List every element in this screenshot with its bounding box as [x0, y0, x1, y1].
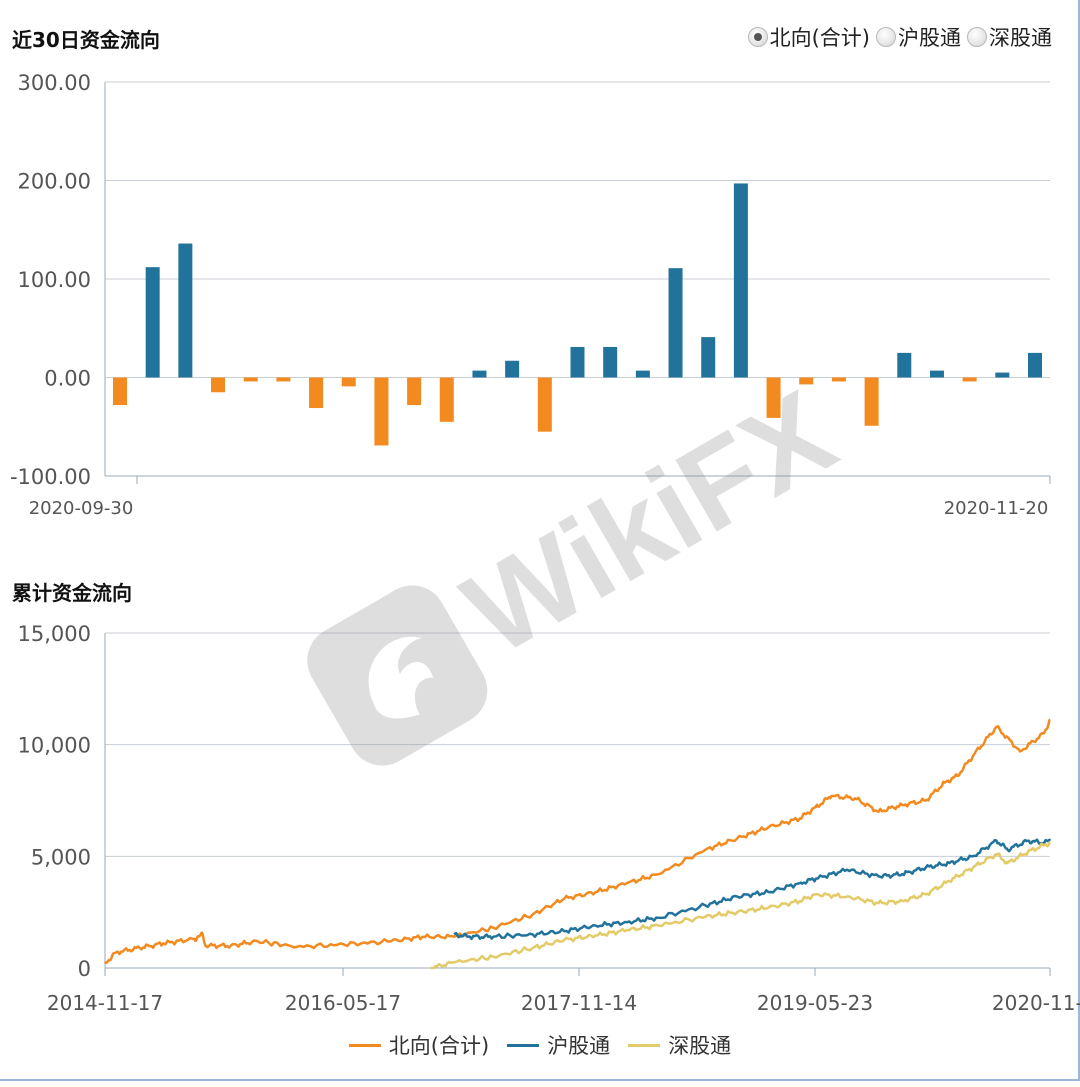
bar [799, 377, 814, 385]
bar [178, 243, 193, 378]
y-tick-label: -100.00 [10, 465, 91, 489]
series-line [103, 718, 1051, 965]
bar [962, 377, 977, 382]
bar [929, 370, 944, 378]
legend-swatch-shenzhen [628, 1043, 661, 1047]
bar [897, 352, 912, 378]
bar [635, 370, 650, 378]
recent-flow-bar-chart: 300.00 200.00 100.00 0.00 -100.00 2020-09-30 2… [10, 71, 1051, 519]
bar [831, 377, 846, 382]
bar [276, 377, 291, 382]
bar [733, 183, 748, 378]
legend-item-north[interactable]: 北向(合计) [348, 1030, 490, 1060]
bar [145, 267, 160, 378]
legend-item-shanghai[interactable]: 沪股通 [507, 1030, 610, 1060]
x-end-label: 2020-11-20 [944, 498, 1049, 519]
x-tick-label: 2014-11-17 [47, 991, 163, 1015]
legend-item-shenzhen[interactable]: 深股通 [628, 1030, 731, 1060]
bar [113, 377, 127, 406]
bar [603, 346, 618, 378]
series-line [430, 841, 1051, 970]
radio-north[interactable]: 北向(合计) [747, 22, 870, 52]
bar [505, 360, 520, 378]
bar [701, 337, 716, 378]
recent-flow-title: 近30日资金流向 [12, 28, 160, 52]
radio-north-label: 北向(合计) [769, 26, 870, 50]
cumulative-flow-title: 累计资金流向 [12, 581, 132, 605]
x-start-label: 2020-09-30 [29, 498, 134, 519]
radio-shanghai-label: 沪股通 [898, 26, 961, 50]
radio-shenzhen-label: 深股通 [989, 26, 1052, 50]
bar [243, 377, 258, 382]
bar [439, 377, 454, 422]
x-tick-label: 2019-05-23 [757, 991, 873, 1015]
bar [995, 372, 1010, 378]
radio-unselected-icon[interactable] [967, 27, 987, 47]
bar [211, 377, 226, 393]
bar [864, 377, 879, 426]
legend-label-shenzhen: 深股通 [668, 1034, 732, 1058]
radio-shanghai[interactable]: 沪股通 [876, 22, 961, 52]
bar [1028, 352, 1042, 378]
bar [537, 377, 552, 432]
x-tick-label: 2020-11-20 [992, 991, 1080, 1015]
x-tick-label: 2017-11-14 [521, 991, 637, 1015]
bar [472, 370, 487, 378]
legend-label-shanghai: 沪股通 [547, 1034, 611, 1058]
x-tick-label: 2016-05-17 [285, 991, 401, 1015]
y-tick-label: 5,000 [31, 845, 91, 869]
bar [374, 377, 389, 446]
bar [309, 377, 324, 409]
chart-legend: 北向(合计) 沪股通 深股通 [0, 1030, 1080, 1060]
legend-label-north: 北向(合计) [388, 1034, 490, 1058]
y-tick-label: 0.00 [44, 367, 91, 391]
y-tick-label: 0 [78, 957, 91, 981]
series-line [453, 838, 1052, 941]
legend-swatch-north [348, 1043, 381, 1047]
y-tick-label: 200.00 [18, 170, 91, 194]
y-tick-label: 10,000 [18, 734, 91, 758]
bar [766, 377, 781, 418]
y-tick-label: 300.00 [18, 71, 91, 95]
bar [341, 377, 356, 387]
bar [570, 346, 585, 378]
radio-selected-icon[interactable] [747, 27, 768, 47]
bar [668, 268, 683, 378]
legend-swatch-shanghai [507, 1043, 540, 1047]
y-tick-label: 15,000 [18, 622, 91, 646]
radio-unselected-icon[interactable] [876, 27, 896, 47]
bar [407, 377, 422, 406]
cumulative-flow-line-chart: 15,000 10,000 5,000 0 2014-11-17 2016-05-17 20… [18, 622, 1080, 1015]
series-radio-group: 北向(合计) 沪股通 深股通 [742, 22, 1052, 52]
y-tick-label: 100.00 [18, 268, 91, 292]
radio-shenzhen[interactable]: 深股通 [967, 22, 1052, 52]
